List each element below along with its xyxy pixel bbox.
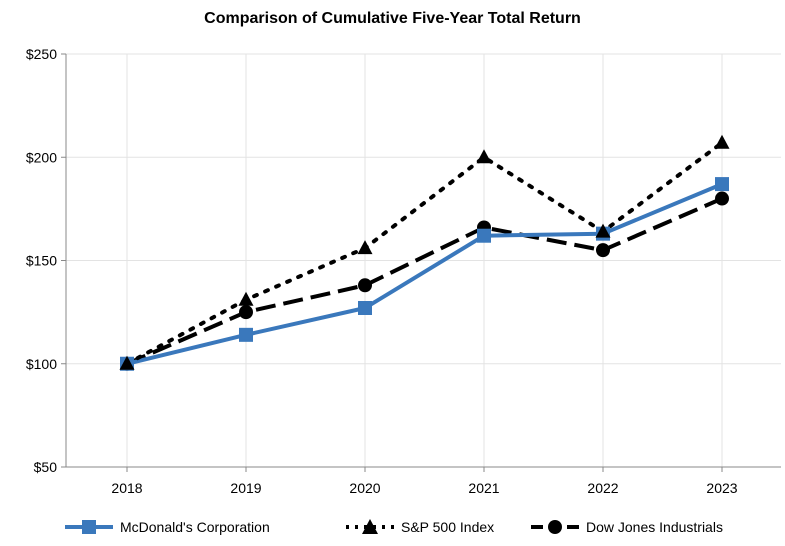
x-tick-label: 2018 bbox=[111, 480, 142, 496]
x-tick-label: 2021 bbox=[468, 480, 499, 496]
data-point-dow bbox=[596, 243, 610, 258]
legend-item-sp500: S&P 500 Index bbox=[345, 517, 494, 537]
data-point-sp500 bbox=[714, 134, 730, 149]
y-tick-label: $250 bbox=[26, 46, 57, 62]
data-point-sp500 bbox=[476, 149, 492, 164]
data-point-mcdonalds bbox=[477, 228, 491, 243]
y-tick-label: $50 bbox=[34, 459, 58, 475]
chart-title: Comparison of Cumulative Five-Year Total… bbox=[204, 10, 581, 27]
x-tick-label: 2019 bbox=[230, 480, 261, 496]
data-point-sp500 bbox=[238, 291, 254, 306]
legend-swatch-sp500 bbox=[346, 519, 394, 534]
x-tick-label: 2023 bbox=[706, 480, 737, 496]
y-tick-label: $100 bbox=[26, 356, 57, 372]
legend-label-mcdonalds: McDonald's Corporation bbox=[120, 519, 270, 535]
y-tick-label: $200 bbox=[26, 149, 57, 165]
x-tick-label: 2020 bbox=[349, 480, 380, 496]
data-point-sp500 bbox=[595, 223, 611, 238]
legend-swatch-mcdonalds bbox=[65, 520, 113, 534]
data-point-dow bbox=[239, 305, 253, 320]
data-point-mcdonalds bbox=[239, 327, 253, 342]
series-line-dow bbox=[126, 196, 723, 366]
data-point-mcdonalds bbox=[715, 177, 729, 192]
data-point-mcdonalds bbox=[358, 300, 372, 315]
legend-label-sp500: S&P 500 Index bbox=[401, 519, 495, 535]
data-point-dow bbox=[715, 191, 729, 206]
data-point-sp500 bbox=[119, 355, 135, 370]
legend-swatch-dow bbox=[531, 520, 579, 534]
legend-item-dow: Dow Jones Industrials bbox=[530, 517, 723, 537]
x-tick-label: 2022 bbox=[587, 480, 618, 496]
legend-label-dow: Dow Jones Industrials bbox=[586, 519, 723, 535]
legend-item-mcdonalds: McDonald's Corporation bbox=[64, 517, 270, 537]
series-line-mcdonalds bbox=[126, 182, 723, 366]
data-point-sp500 bbox=[357, 240, 373, 255]
data-point-dow bbox=[358, 278, 372, 293]
y-tick-label: $150 bbox=[26, 253, 57, 269]
series-line-sp500 bbox=[125, 140, 724, 366]
